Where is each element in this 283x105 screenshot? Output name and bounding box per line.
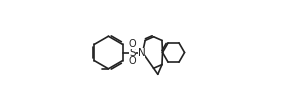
Text: O: O <box>129 39 136 49</box>
Text: O: O <box>129 56 136 66</box>
Text: S: S <box>129 47 136 58</box>
Text: N: N <box>138 47 145 58</box>
